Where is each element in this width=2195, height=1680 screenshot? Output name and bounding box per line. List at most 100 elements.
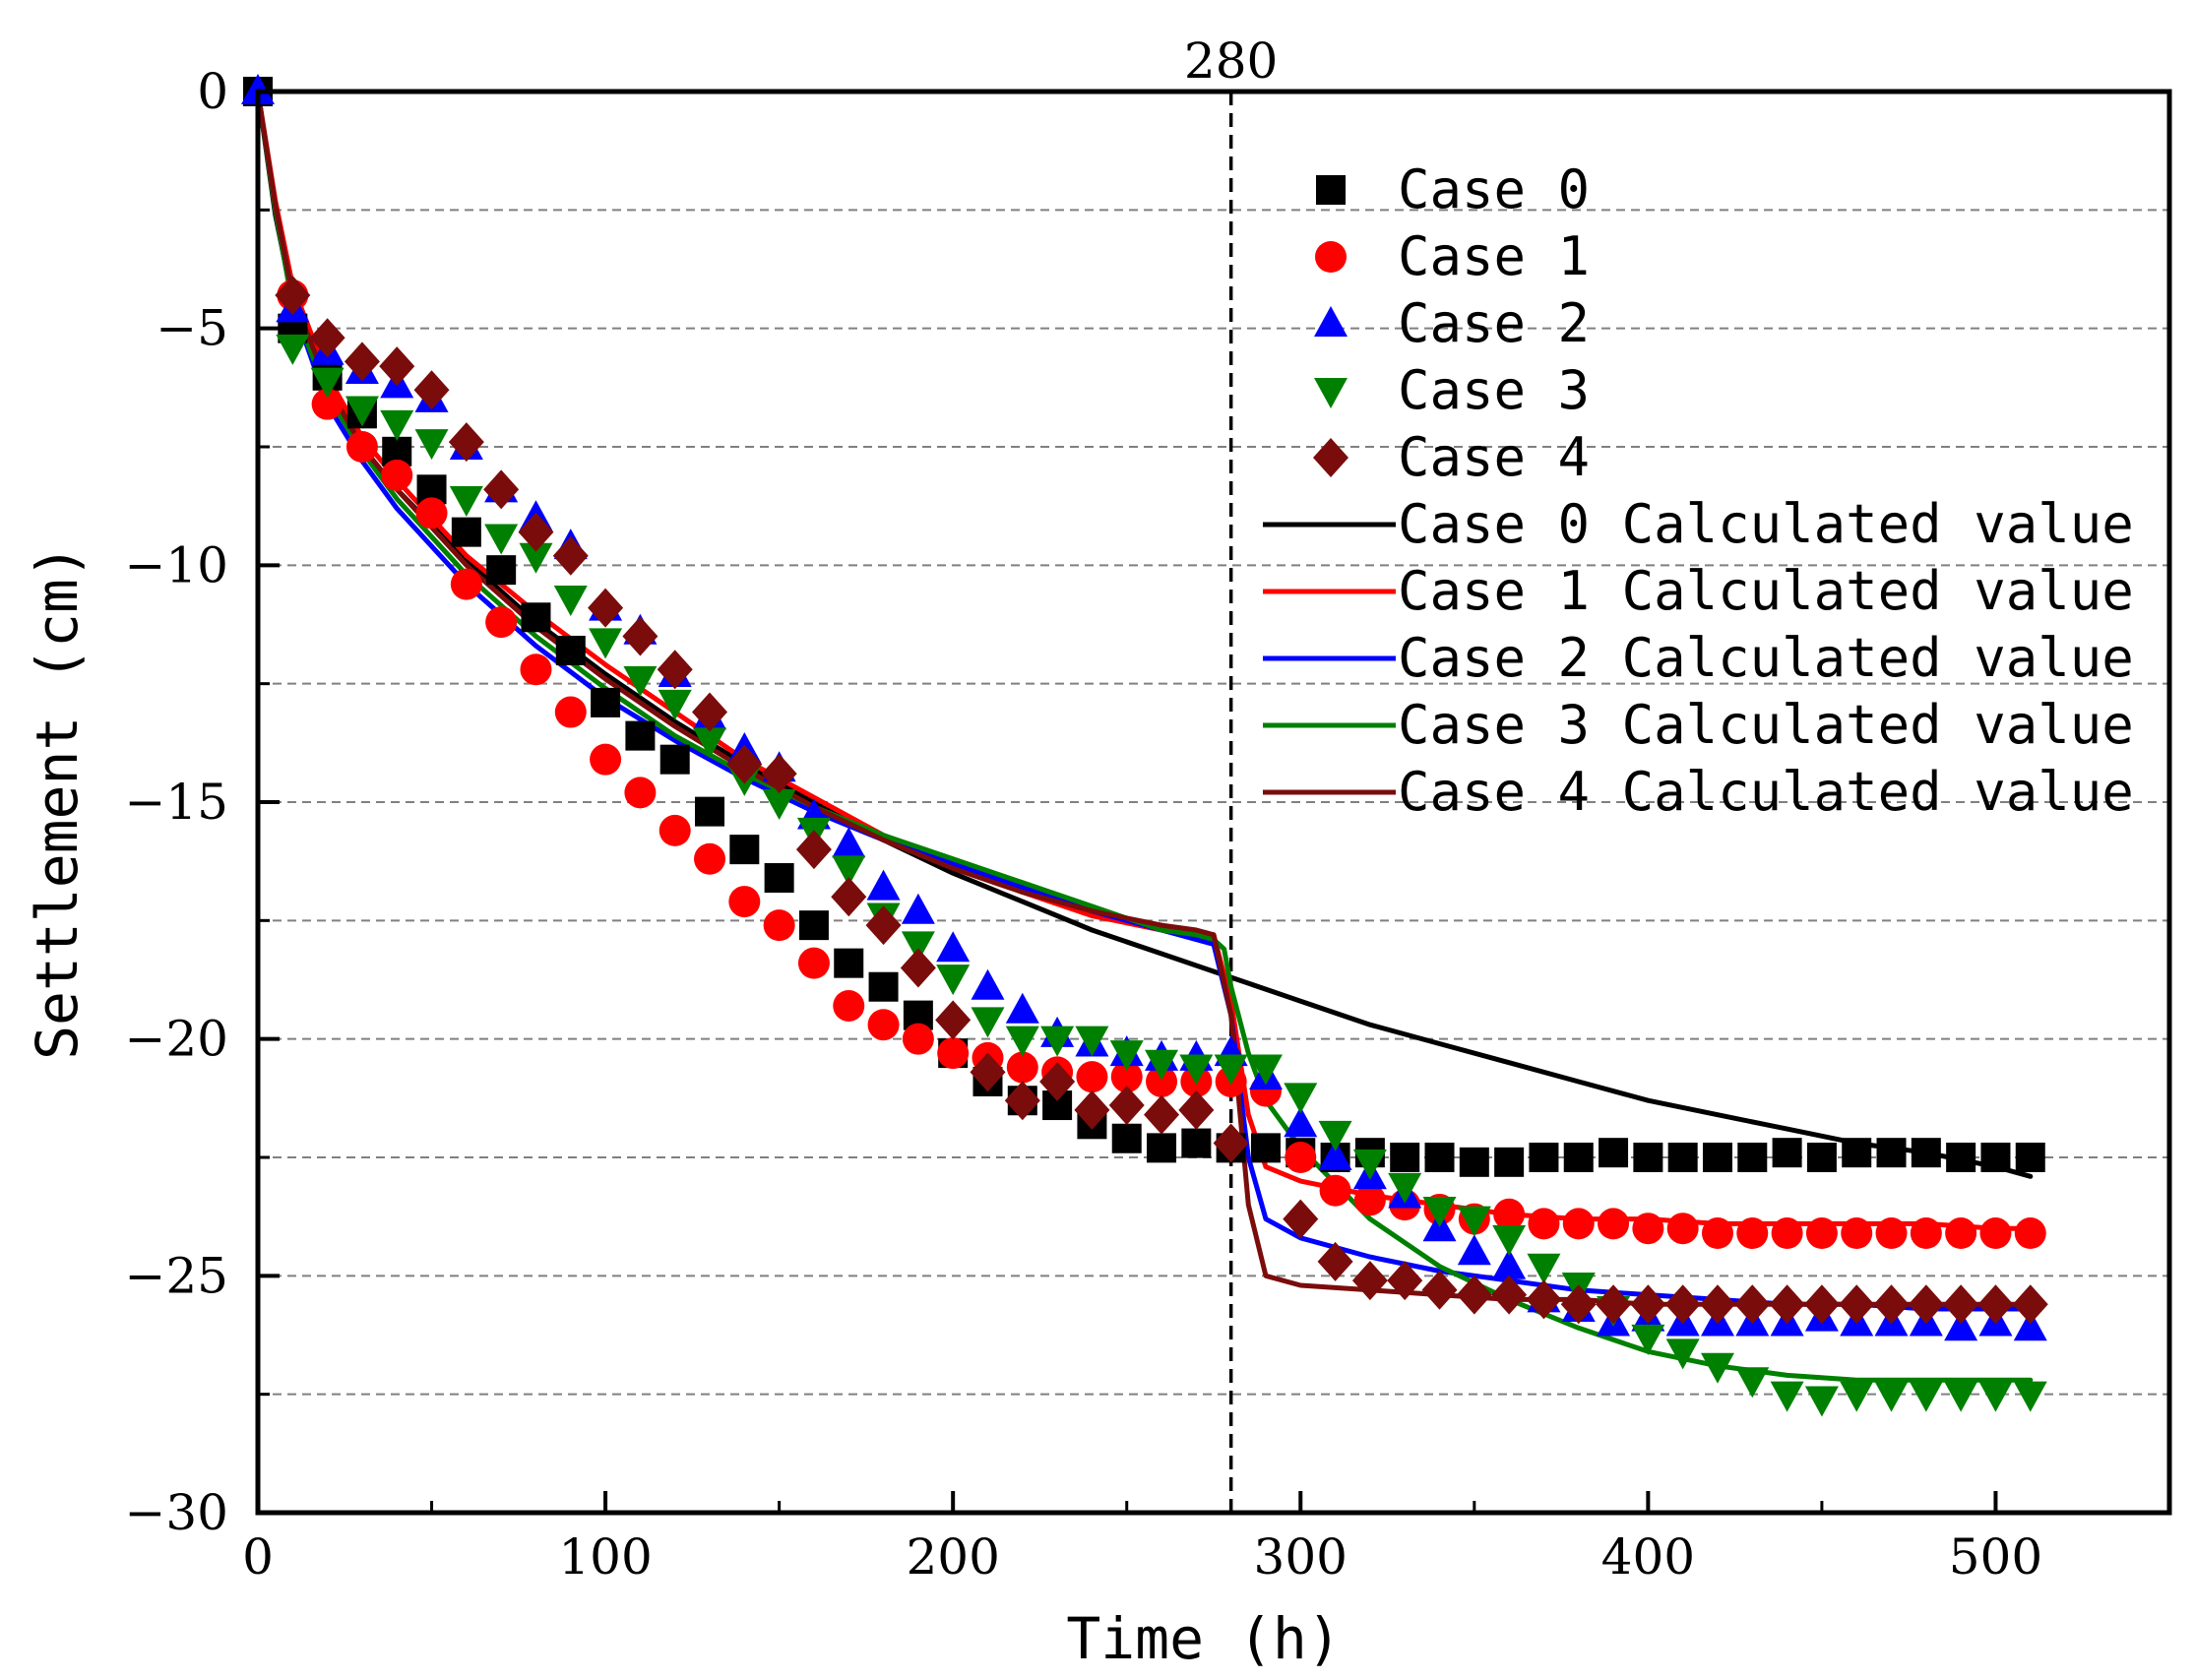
data-point xyxy=(1213,1123,1249,1163)
data-point xyxy=(1598,1208,1630,1240)
y-tick-label: −25 xyxy=(124,1247,228,1304)
data-point xyxy=(1702,1143,1732,1172)
data-point xyxy=(834,948,864,978)
data-point xyxy=(624,777,657,809)
data-point xyxy=(380,409,414,441)
data-point xyxy=(591,687,621,717)
measured-markers-group xyxy=(241,74,2048,1417)
data-point xyxy=(865,905,902,946)
data-point xyxy=(311,388,344,420)
data-point xyxy=(1214,1054,1248,1086)
data-point xyxy=(866,869,901,901)
series-line-case-3 xyxy=(255,89,2034,1383)
data-point xyxy=(1319,1174,1351,1207)
data-point xyxy=(935,1000,972,1040)
data-point xyxy=(1459,1147,1489,1177)
legend-marker-swatch xyxy=(1315,241,1347,273)
data-point xyxy=(695,796,725,827)
data-point xyxy=(1178,1089,1215,1130)
data-point xyxy=(692,692,728,732)
ticks-group: 0 100 200 300 400 500 0 −5 −10 −15 −20 −25 −30 xyxy=(124,63,2042,1586)
data-point xyxy=(764,863,794,894)
y-tick-label: −20 xyxy=(124,1011,228,1068)
legend-item: Case 3 Calculated value xyxy=(1263,694,2134,756)
data-point xyxy=(1875,1217,1908,1250)
data-point xyxy=(1977,1284,2014,1325)
data-point xyxy=(1806,1143,1837,1172)
data-point xyxy=(1908,1284,1944,1325)
data-point xyxy=(1076,1061,1108,1093)
data-point xyxy=(415,497,448,529)
x-tick-label: 100 xyxy=(558,1528,652,1586)
data-point xyxy=(832,855,866,887)
data-point xyxy=(552,535,589,576)
data-point xyxy=(2013,1381,2047,1412)
data-point xyxy=(623,665,658,697)
data-point xyxy=(1664,1284,1701,1325)
data-point xyxy=(1111,1123,1142,1153)
legend-label: Case 2 xyxy=(1398,292,1590,354)
data-point xyxy=(657,650,693,690)
data-point xyxy=(2013,1310,2047,1341)
data-point xyxy=(1352,1149,1387,1180)
data-point xyxy=(1527,1253,1561,1284)
data-point xyxy=(450,568,482,600)
legend-label: Case 0 xyxy=(1398,158,1590,220)
legend-label: Case 2 Calculated value xyxy=(1398,627,2134,689)
data-point xyxy=(1563,1143,1594,1172)
legend-label: Case 3 Calculated value xyxy=(1398,694,2134,756)
data-point xyxy=(795,830,832,870)
data-point xyxy=(1599,1138,1629,1168)
data-point xyxy=(276,334,310,365)
data-point xyxy=(1457,1206,1491,1237)
data-point xyxy=(414,429,449,461)
data-point xyxy=(1284,1106,1318,1138)
data-point xyxy=(1456,1275,1492,1315)
data-point xyxy=(1006,1051,1038,1084)
legend-marker-swatch xyxy=(1316,175,1346,205)
legend-label: Case 4 xyxy=(1398,426,1590,488)
legend-label: Case 1 xyxy=(1398,225,1590,287)
legend-item: Case 1 Calculated value xyxy=(1263,560,2134,622)
data-point xyxy=(484,524,519,555)
legend-label: Case 0 Calculated value xyxy=(1398,493,2134,555)
data-point xyxy=(1946,1143,1976,1172)
data-point xyxy=(1283,1199,1319,1239)
data-point xyxy=(1632,1213,1664,1245)
data-point xyxy=(1839,1284,1875,1325)
data-point xyxy=(970,1052,1006,1092)
data-point xyxy=(1873,1284,1910,1325)
y-tick-label: −30 xyxy=(124,1484,228,1541)
legend-label: Case 4 Calculated value xyxy=(1398,761,2134,823)
legend-item: Case 0 Calculated value xyxy=(1263,493,2134,555)
y-axis-label: Settlement (cm) xyxy=(24,544,91,1060)
data-point xyxy=(1631,1324,1665,1355)
data-point xyxy=(1492,1224,1527,1256)
data-point xyxy=(1803,1284,1840,1325)
data-point xyxy=(1734,1284,1771,1325)
legend-item: Case 2 xyxy=(1314,292,1590,354)
data-point xyxy=(379,346,415,387)
data-point xyxy=(521,602,551,633)
data-point xyxy=(449,485,483,517)
y-tick-label: 0 xyxy=(197,63,228,120)
data-point xyxy=(1318,1140,1352,1170)
data-point xyxy=(520,653,552,686)
data-point xyxy=(554,696,587,728)
data-point xyxy=(555,635,586,665)
data-point xyxy=(726,744,763,784)
data-point xyxy=(309,318,345,358)
data-point xyxy=(833,989,865,1022)
data-point xyxy=(1075,1026,1109,1057)
data-point xyxy=(1318,1120,1352,1151)
data-point xyxy=(1842,1138,1872,1168)
data-point xyxy=(1737,1143,1768,1172)
legend-marker-swatch xyxy=(1314,306,1348,337)
data-point xyxy=(694,842,726,875)
legend-item: Case 1 xyxy=(1315,225,1590,287)
data-point xyxy=(693,727,727,759)
data-point xyxy=(1805,1217,1838,1250)
data-point xyxy=(1633,1143,1663,1172)
data-point xyxy=(1840,1381,1874,1412)
